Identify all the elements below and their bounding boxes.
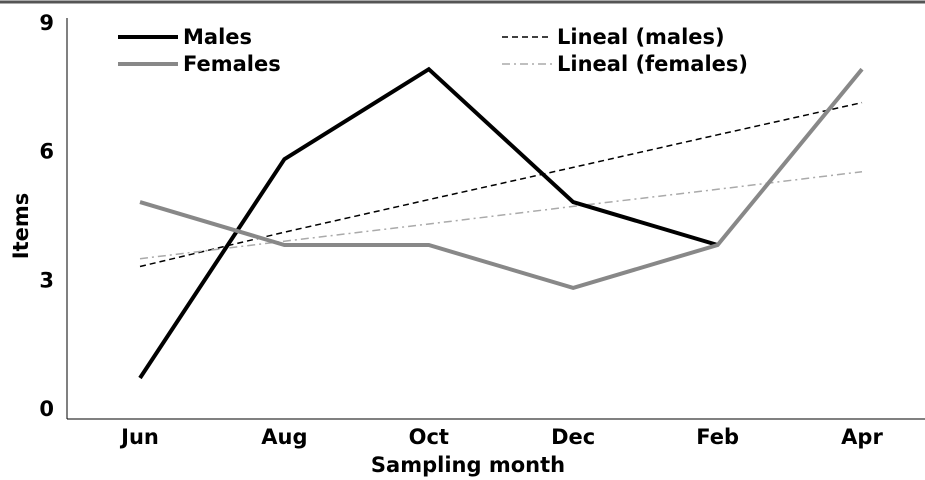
y-tick-label: 6 bbox=[39, 140, 54, 164]
y-tick-labels: 0 3 6 9 bbox=[39, 11, 54, 421]
x-tick-label: Apr bbox=[841, 425, 883, 449]
y-tick-label: 0 bbox=[39, 397, 54, 421]
y-tick-label: 3 bbox=[39, 268, 54, 292]
x-axis-title: Sampling month bbox=[371, 453, 565, 477]
y-tick-label: 9 bbox=[39, 11, 54, 35]
legend-label: Lineal (females) bbox=[557, 52, 748, 76]
x-tick-label: Dec bbox=[551, 425, 595, 449]
series-line-lineal-females bbox=[139, 170, 863, 260]
series-layer bbox=[138, 66, 864, 380]
x-tick-labels: Jun Aug Oct Dec Feb Apr bbox=[119, 425, 883, 449]
legend-label: Lineal (males) bbox=[557, 25, 725, 49]
legend: Males Females Lineal (males) Lineal (female… bbox=[118, 25, 748, 76]
legend-label: Males bbox=[183, 25, 252, 49]
x-tick-label: Oct bbox=[409, 425, 449, 449]
legend-label: Females bbox=[183, 52, 281, 76]
x-tick-label: Feb bbox=[696, 425, 739, 449]
y-axis-title: Items bbox=[9, 193, 33, 259]
axes bbox=[66, 18, 925, 420]
x-tick-label: Jun bbox=[119, 425, 159, 449]
series-line-females bbox=[139, 67, 864, 290]
x-tick-label: Aug bbox=[261, 425, 307, 449]
